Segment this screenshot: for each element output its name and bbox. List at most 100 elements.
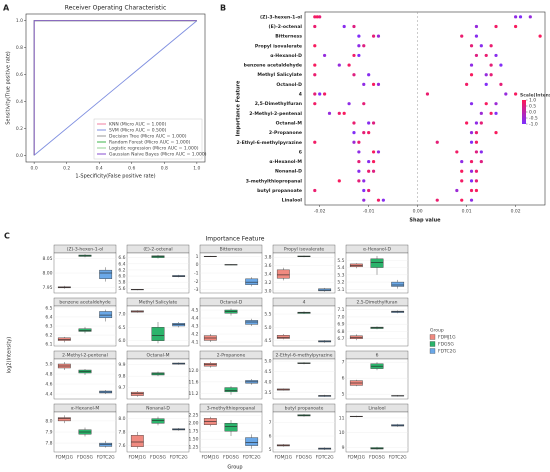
y-tick-label: 6.8 xyxy=(337,329,344,335)
shap-point xyxy=(474,121,479,125)
shap-point xyxy=(357,53,361,58)
shap-point xyxy=(474,34,479,38)
y-tick-label: 6 xyxy=(269,434,272,440)
y-tick-label: 0.8 xyxy=(16,45,23,51)
y-tick-label: 5.6 xyxy=(118,286,125,292)
shap-point xyxy=(347,63,351,67)
facet-title: (E)-2-octenal xyxy=(143,247,172,253)
shap-point xyxy=(499,63,503,67)
shap-point xyxy=(371,82,376,86)
y-tick-label: -1 xyxy=(194,271,199,277)
y-tick-label: 2.25 xyxy=(188,413,198,419)
shap-point xyxy=(342,111,346,115)
y-tick-label: 8.0 xyxy=(45,418,52,424)
colorbar-tick-label: 1.0 xyxy=(529,98,536,104)
box xyxy=(245,278,259,285)
y-tick-label: 11.6 xyxy=(188,379,198,385)
feature-label: Nonanal-D xyxy=(275,169,302,175)
shap-point xyxy=(367,131,371,135)
y-tick-label: 5.1 xyxy=(337,287,344,293)
x-tick-label: FDGSG xyxy=(369,455,385,461)
y-tick-label: 0.0 xyxy=(16,153,23,159)
box xyxy=(224,387,238,393)
feature-label: butyl propanoate xyxy=(257,188,302,194)
feature-label: α-Hexanol-M xyxy=(269,159,302,165)
shap-point xyxy=(352,73,356,77)
box xyxy=(151,327,165,341)
colorbar-tick-label: -0.5 xyxy=(529,116,538,122)
x-axis-label: Group xyxy=(227,465,242,471)
shap-point xyxy=(474,131,479,135)
y-tick-label: 1.0 xyxy=(16,18,23,24)
x-tick-label: 0.02 xyxy=(511,209,521,215)
legend-label: FDGSG xyxy=(438,342,454,348)
box xyxy=(57,337,71,341)
shap-point xyxy=(474,140,479,144)
shap-point xyxy=(469,169,474,173)
colorbar-tick-label: 0.5 xyxy=(529,104,536,110)
shap-point xyxy=(362,198,366,202)
y-tick-label: 9.9 xyxy=(118,362,125,368)
y-tick-label: 4.0 xyxy=(264,380,271,386)
feature-label: Methyl Salicylate xyxy=(257,72,302,78)
y-tick-label: 3.6 xyxy=(264,263,271,269)
legend-swatch xyxy=(429,334,436,340)
y-tick-label: 6.2 xyxy=(45,333,52,339)
y-tick-label: 4.5 xyxy=(191,308,198,314)
y-tick-label: 7.8 xyxy=(45,441,52,447)
shap-point xyxy=(362,82,366,86)
shap-point xyxy=(514,92,518,96)
feature-label: (E)-2-octenal xyxy=(269,24,303,30)
facet-title: (Z)-3-hexen-1-ol xyxy=(67,247,104,253)
box xyxy=(99,269,113,279)
y-tick-label: 6.4 xyxy=(45,314,52,320)
y-tick-label: 6.2 xyxy=(118,267,125,273)
shap-point xyxy=(352,24,356,29)
feature-label: Octanal-M xyxy=(276,120,303,126)
shap-point xyxy=(357,179,361,183)
y-tick-label: 0 xyxy=(196,262,199,268)
shap-point xyxy=(315,15,319,19)
box xyxy=(370,258,384,268)
box xyxy=(130,391,144,396)
shap-point xyxy=(479,111,483,115)
y-tick-label: 3.4 xyxy=(264,272,271,278)
y-tick-label: 5.3 xyxy=(337,272,344,278)
shap-point xyxy=(460,169,464,173)
legend-box xyxy=(93,118,203,160)
shap-point xyxy=(318,15,322,19)
shap-point xyxy=(342,24,346,29)
x-tick-label: FDTC2G xyxy=(97,455,116,461)
facet-title: 2-Methyl-2-pentenal xyxy=(62,353,108,359)
feature-label: 4 xyxy=(299,92,302,98)
y-tick-label: 4.5 xyxy=(264,338,271,344)
x-tick-label: FDTC2G xyxy=(243,455,262,461)
shap-point xyxy=(469,140,474,144)
y-tick-label: 0.6 xyxy=(16,72,23,78)
shap-point xyxy=(313,140,317,144)
facet-title: Nonanal-D xyxy=(146,406,170,412)
shap-point xyxy=(455,188,459,193)
roc-line xyxy=(33,20,198,156)
shap-point xyxy=(322,92,327,96)
feature-label: 2,5-Dimethylfuran xyxy=(255,101,302,107)
colorbar-tick-label: -1.0 xyxy=(529,122,538,128)
shap-point xyxy=(435,140,439,144)
facet-title: Linalool xyxy=(368,406,385,412)
shap-point xyxy=(357,44,361,48)
y-tick-label: 6.0 xyxy=(118,338,125,344)
shap-point xyxy=(538,34,542,38)
facet-title: 3-methylthiopropanal xyxy=(207,406,256,412)
shap-point xyxy=(357,34,361,38)
shap-point xyxy=(479,121,483,125)
facet-title: 6 xyxy=(376,353,379,359)
shap-point xyxy=(371,121,376,125)
panel-label: A xyxy=(3,4,10,13)
shap-point xyxy=(367,73,371,77)
shap-point xyxy=(371,169,376,173)
chart-title: Receiver Operating Characteristic xyxy=(65,5,167,12)
y-tick-label: 6.6 xyxy=(118,255,125,261)
feature-label: 2-Ethyl-6-methylpyrazine xyxy=(236,140,302,146)
shap-point xyxy=(371,150,376,154)
y-tick-label: 5.0 xyxy=(45,362,52,368)
